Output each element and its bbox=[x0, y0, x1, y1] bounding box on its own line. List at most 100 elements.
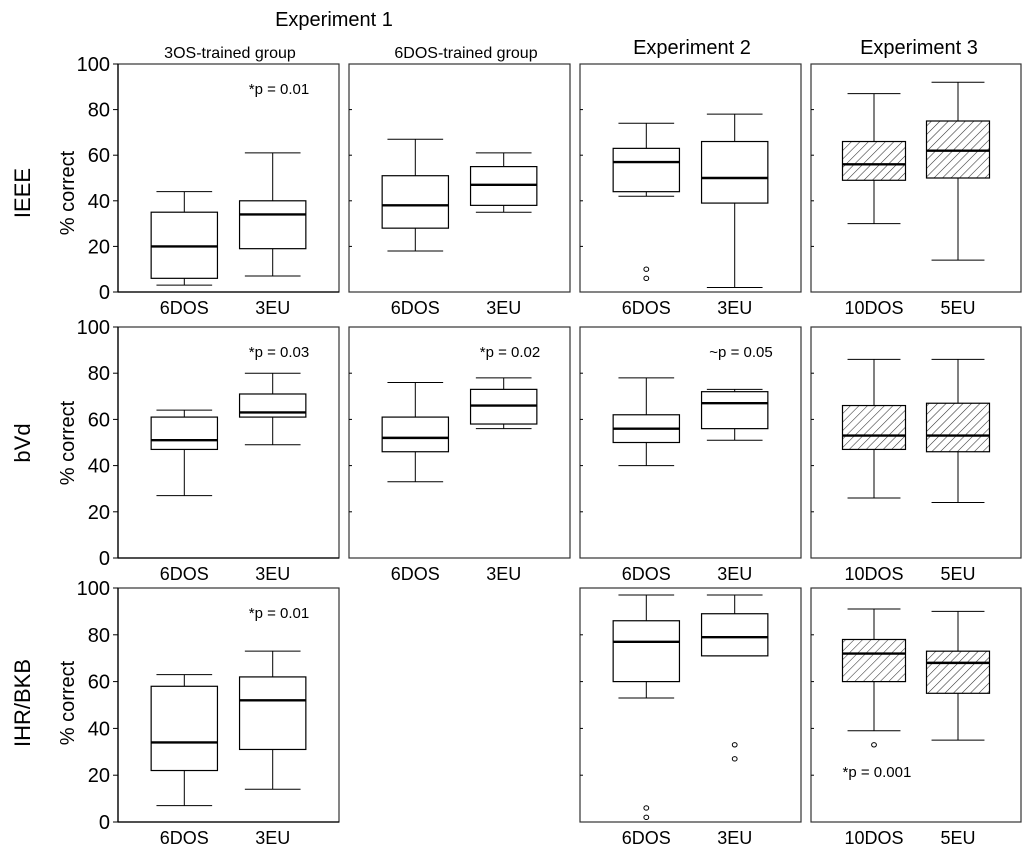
y-tick-label: 40 bbox=[88, 456, 110, 478]
category-label: 5EU bbox=[940, 298, 975, 318]
iqr-box bbox=[238, 676, 307, 751]
box-plot-panel: 10DOS 5EU *p = 0.001 bbox=[810, 587, 1022, 845]
box-plot-panel: 0 20 40 60 80 100 6DOS 3EU *p = 0.01 bbox=[77, 54, 340, 318]
category-label: 5EU bbox=[940, 564, 975, 584]
box-3eu bbox=[238, 650, 307, 790]
box-6dos bbox=[150, 674, 219, 807]
category-label: 6DOS bbox=[391, 298, 440, 318]
significance-annotation: *p = 0.01 bbox=[249, 81, 309, 98]
panels: 0 20 40 60 80 100 6DOS 3EU *p = 0.01 6DOS 3EU 6DOS 3… bbox=[77, 54, 1022, 845]
box-5eu bbox=[925, 358, 991, 504]
category-label: 3EU bbox=[255, 828, 290, 845]
iqr-box bbox=[925, 650, 991, 694]
y-tick-label: 40 bbox=[88, 718, 110, 740]
box-3eu bbox=[469, 152, 538, 213]
y-axis-label: % correct bbox=[57, 660, 79, 745]
group-b-header: 6DOS-trained group bbox=[394, 45, 537, 62]
box-6dos bbox=[150, 191, 219, 286]
outlier-point bbox=[643, 814, 650, 821]
iqr-box bbox=[150, 416, 219, 451]
row-label-bvd: bVd bbox=[10, 423, 35, 462]
category-label: 5EU bbox=[940, 828, 975, 845]
box-3eu bbox=[238, 152, 307, 277]
iqr-box bbox=[700, 140, 769, 204]
box-plot-panel: 6DOS 3EU bbox=[579, 587, 802, 845]
category-label: 10DOS bbox=[844, 828, 903, 845]
box-6dos bbox=[381, 138, 450, 252]
box-plot-panel: 10DOS 5EU bbox=[810, 326, 1022, 584]
outlier-point bbox=[871, 742, 877, 748]
row-label-ihr-bkb: IHR/BKB bbox=[10, 659, 35, 747]
box-5eu bbox=[925, 610, 991, 741]
box-plot-panel: 10DOS 5EU bbox=[810, 63, 1022, 318]
y-tick-label: 60 bbox=[88, 145, 110, 167]
significance-annotation: *p = 0.001 bbox=[843, 764, 912, 781]
y-tick-label: 0 bbox=[99, 282, 110, 304]
outlier-point bbox=[643, 266, 650, 272]
y-tick-label: 60 bbox=[88, 672, 110, 694]
experiment1-header: Experiment 1 bbox=[275, 9, 393, 31]
y-axis-label: % correct bbox=[57, 400, 79, 485]
box-6dos bbox=[612, 122, 681, 282]
panel-frame bbox=[810, 587, 1022, 823]
category-label: 3EU bbox=[486, 298, 521, 318]
box-6dos bbox=[381, 381, 450, 483]
box-3eu bbox=[469, 377, 538, 430]
y-tick-label: 0 bbox=[99, 812, 110, 834]
iqr-box bbox=[841, 140, 907, 181]
experiment3-header: Experiment 3 bbox=[860, 37, 978, 59]
box-3eu bbox=[700, 113, 769, 288]
y-tick-label: 20 bbox=[88, 765, 110, 787]
box-6dos bbox=[150, 409, 219, 497]
iqr-box bbox=[381, 416, 450, 453]
y-tick-label: 80 bbox=[88, 100, 110, 122]
category-label: 3EU bbox=[255, 564, 290, 584]
category-label: 3EU bbox=[717, 564, 752, 584]
box-3eu bbox=[238, 372, 307, 446]
box-10dos bbox=[841, 358, 907, 499]
iqr-box bbox=[612, 147, 681, 193]
significance-annotation: *p = 0.02 bbox=[480, 344, 540, 361]
group-a-header: 3OS-trained group bbox=[164, 45, 296, 62]
y-tick-label: 100 bbox=[77, 317, 110, 339]
y-tick-label: 80 bbox=[88, 625, 110, 647]
box-plot-panel: 6DOS 3EU bbox=[579, 63, 802, 318]
box-10dos bbox=[841, 608, 907, 748]
iqr-box bbox=[925, 402, 991, 453]
outlier-point bbox=[643, 805, 650, 811]
box-plot-panel: 6DOS 3EU bbox=[348, 63, 571, 318]
category-label: 3EU bbox=[255, 298, 290, 318]
y-tick-label: 40 bbox=[88, 191, 110, 213]
box-5eu bbox=[925, 81, 991, 261]
category-label: 10DOS bbox=[844, 298, 903, 318]
iqr-box bbox=[841, 404, 907, 451]
category-label: 6DOS bbox=[391, 564, 440, 584]
y-tick-label: 0 bbox=[99, 548, 110, 570]
significance-annotation: *p = 0.03 bbox=[249, 344, 309, 361]
significance-annotation: *p = 0.01 bbox=[249, 605, 309, 622]
category-label: 3EU bbox=[486, 564, 521, 584]
category-label: 6DOS bbox=[622, 298, 671, 318]
box-plot-panel: 0 20 40 60 80 100 6DOS 3EU *p = 0.01 bbox=[77, 578, 340, 845]
row-label-ieee: IEEE bbox=[10, 168, 35, 218]
iqr-box bbox=[700, 613, 769, 657]
y-tick-label: 100 bbox=[77, 578, 110, 600]
category-label: 10DOS bbox=[844, 564, 903, 584]
box-3eu bbox=[700, 388, 769, 441]
iqr-box bbox=[700, 391, 769, 430]
iqr-box bbox=[381, 175, 450, 229]
category-label: 6DOS bbox=[622, 564, 671, 584]
category-label: 6DOS bbox=[160, 828, 209, 845]
category-label: 3EU bbox=[717, 298, 752, 318]
y-tick-label: 60 bbox=[88, 409, 110, 431]
box-plot-panel: 6DOS 3EU *p = 0.02 bbox=[348, 326, 571, 584]
box-10dos bbox=[841, 93, 907, 225]
box-6dos bbox=[612, 594, 681, 821]
box-3eu bbox=[700, 594, 769, 762]
y-tick-label: 100 bbox=[77, 54, 110, 76]
outlier-point bbox=[731, 756, 738, 762]
box-plot-panel: 6DOS 3EU ~p = 0.05 bbox=[579, 326, 802, 584]
category-label: 6DOS bbox=[622, 828, 671, 845]
experiment2-header: Experiment 2 bbox=[633, 37, 751, 59]
